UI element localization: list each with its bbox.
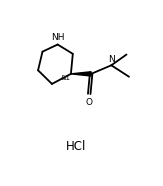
Text: &1: &1 xyxy=(60,75,70,81)
Text: O: O xyxy=(86,97,93,107)
Text: HCl: HCl xyxy=(66,140,86,153)
Text: N: N xyxy=(109,55,115,64)
Polygon shape xyxy=(71,72,91,76)
Text: NH: NH xyxy=(51,33,64,42)
